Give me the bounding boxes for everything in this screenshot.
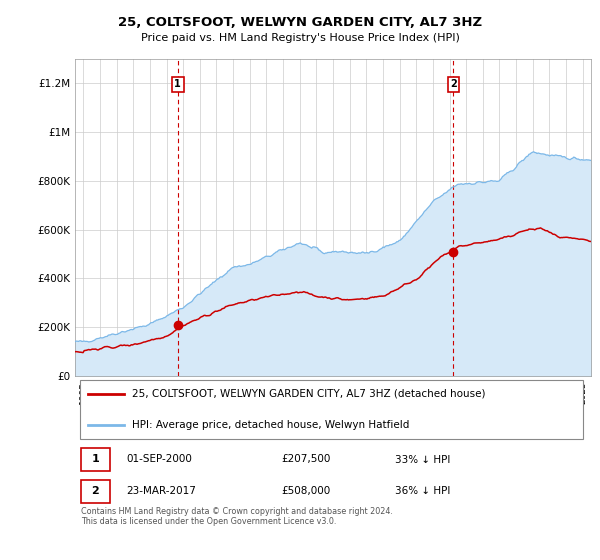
Text: 1: 1: [175, 80, 181, 90]
Text: 25, COLTSFOOT, WELWYN GARDEN CITY, AL7 3HZ (detached house): 25, COLTSFOOT, WELWYN GARDEN CITY, AL7 3…: [132, 389, 485, 399]
Text: HPI: Average price, detached house, Welwyn Hatfield: HPI: Average price, detached house, Welw…: [132, 421, 409, 430]
Text: Contains HM Land Registry data © Crown copyright and database right 2024.
This d: Contains HM Land Registry data © Crown c…: [81, 507, 393, 526]
Text: £207,500: £207,500: [281, 455, 331, 464]
FancyBboxPatch shape: [81, 448, 110, 471]
Text: 33% ↓ HPI: 33% ↓ HPI: [395, 455, 450, 464]
Text: Price paid vs. HM Land Registry's House Price Index (HPI): Price paid vs. HM Land Registry's House …: [140, 33, 460, 43]
Text: 2: 2: [450, 80, 457, 90]
Text: 01-SEP-2000: 01-SEP-2000: [127, 455, 193, 464]
FancyBboxPatch shape: [80, 380, 583, 439]
Text: 2: 2: [92, 486, 99, 496]
Text: 25, COLTSFOOT, WELWYN GARDEN CITY, AL7 3HZ: 25, COLTSFOOT, WELWYN GARDEN CITY, AL7 3…: [118, 16, 482, 29]
FancyBboxPatch shape: [81, 480, 110, 503]
Text: 1: 1: [92, 455, 99, 464]
Text: 23-MAR-2017: 23-MAR-2017: [127, 486, 196, 496]
Text: £508,000: £508,000: [281, 486, 331, 496]
Text: 36% ↓ HPI: 36% ↓ HPI: [395, 486, 450, 496]
